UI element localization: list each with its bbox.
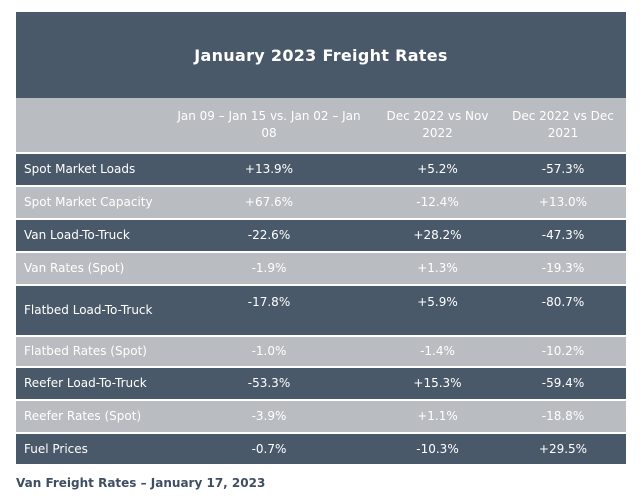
row-value-yearly: -59.4% — [541, 376, 585, 390]
row-value-yearly: -57.3% — [541, 162, 585, 176]
row-label: Spot Market Loads — [24, 162, 136, 176]
row-value-weekly: +13.9% — [244, 162, 294, 176]
row-value-yearly: -80.7% — [541, 295, 585, 309]
row-value-weekly: -1.9% — [251, 261, 287, 275]
row-value-weekly: +67.6% — [244, 195, 294, 209]
table-row: Van Rates (Spot) -1.9% +1.3% -19.3% — [16, 251, 626, 284]
table-caption: Van Freight Rates – January 17, 2023 — [16, 476, 266, 490]
table-row: Flatbed Load-To-Truck -17.8% +5.9% -80.7… — [16, 284, 626, 335]
table-row: Flatbed Rates (Spot) -1.0% -1.4% -10.2% — [16, 335, 626, 366]
row-value-monthly: +5.2% — [417, 162, 458, 176]
row-label: Spot Market Capacity — [24, 195, 153, 209]
row-value-monthly: +5.9% — [417, 295, 458, 309]
row-value-monthly: +28.2% — [413, 228, 462, 242]
row-value-yearly: +29.5% — [538, 441, 588, 456]
row-value-weekly: -53.3% — [247, 376, 291, 390]
row-label: Flatbed Load-To-Truck — [24, 303, 153, 317]
row-value-weekly: -3.9% — [251, 409, 287, 423]
row-label: Reefer Rates (Spot) — [24, 409, 142, 423]
row-value-weekly: -0.7% — [251, 441, 287, 456]
table-row: Spot Market Loads +13.9% +5.2% -57.3% — [16, 152, 626, 185]
table-title: January 2023 Freight Rates — [16, 12, 626, 98]
row-label: Reefer Load-To-Truck — [24, 376, 147, 390]
row-value-monthly: -1.4% — [420, 344, 455, 358]
row-label: Van Load-To-Truck — [24, 228, 130, 242]
row-value-yearly: -47.3% — [541, 228, 585, 242]
table-row: Spot Market Capacity +67.6% -12.4% +13.0… — [16, 185, 626, 218]
table-row: Van Load-To-Truck -22.6% +28.2% -47.3% — [16, 218, 626, 251]
row-value-weekly: -22.6% — [247, 228, 291, 242]
row-value-monthly: +1.1% — [417, 409, 458, 423]
header-cell-yearly: Dec 2022 vs Dec 2021 — [512, 109, 614, 140]
row-value-monthly: -12.4% — [416, 195, 459, 209]
header-cell-monthly: Dec 2022 vs Nov 2022 — [386, 109, 489, 140]
table-row: Reefer Rates (Spot) -3.9% +1.1% -18.8% — [16, 399, 626, 432]
row-value-yearly: -19.3% — [541, 261, 585, 275]
row-value-weekly: -17.8% — [247, 295, 291, 309]
header-row: Jan 09 – Jan 15 vs. Jan 02 – Jan 08 Dec … — [16, 98, 626, 152]
freight-rates-table: January 2023 Freight Rates Jan 09 – Jan … — [16, 12, 626, 464]
row-value-yearly: +13.0% — [538, 195, 588, 209]
header-cell-label — [16, 98, 163, 152]
row-value-weekly: -1.0% — [251, 344, 287, 358]
row-value-monthly: +1.3% — [417, 261, 458, 275]
header-cell-weekly: Jan 09 – Jan 15 vs. Jan 02 – Jan 08 — [177, 109, 361, 140]
row-label: Van Rates (Spot) — [24, 261, 125, 275]
table-row: Reefer Load-To-Truck -53.3% +15.3% -59.4… — [16, 366, 626, 399]
row-value-monthly: -10.3% — [416, 441, 459, 456]
row-value-yearly: -10.2% — [541, 344, 585, 358]
table-row: Fuel Prices -0.7% -10.3% +29.5% — [16, 432, 626, 464]
row-value-yearly: -18.8% — [541, 409, 585, 423]
row-label: Flatbed Rates (Spot) — [24, 344, 147, 358]
row-label: Fuel Prices — [24, 441, 88, 456]
row-value-monthly: +15.3% — [413, 376, 462, 390]
